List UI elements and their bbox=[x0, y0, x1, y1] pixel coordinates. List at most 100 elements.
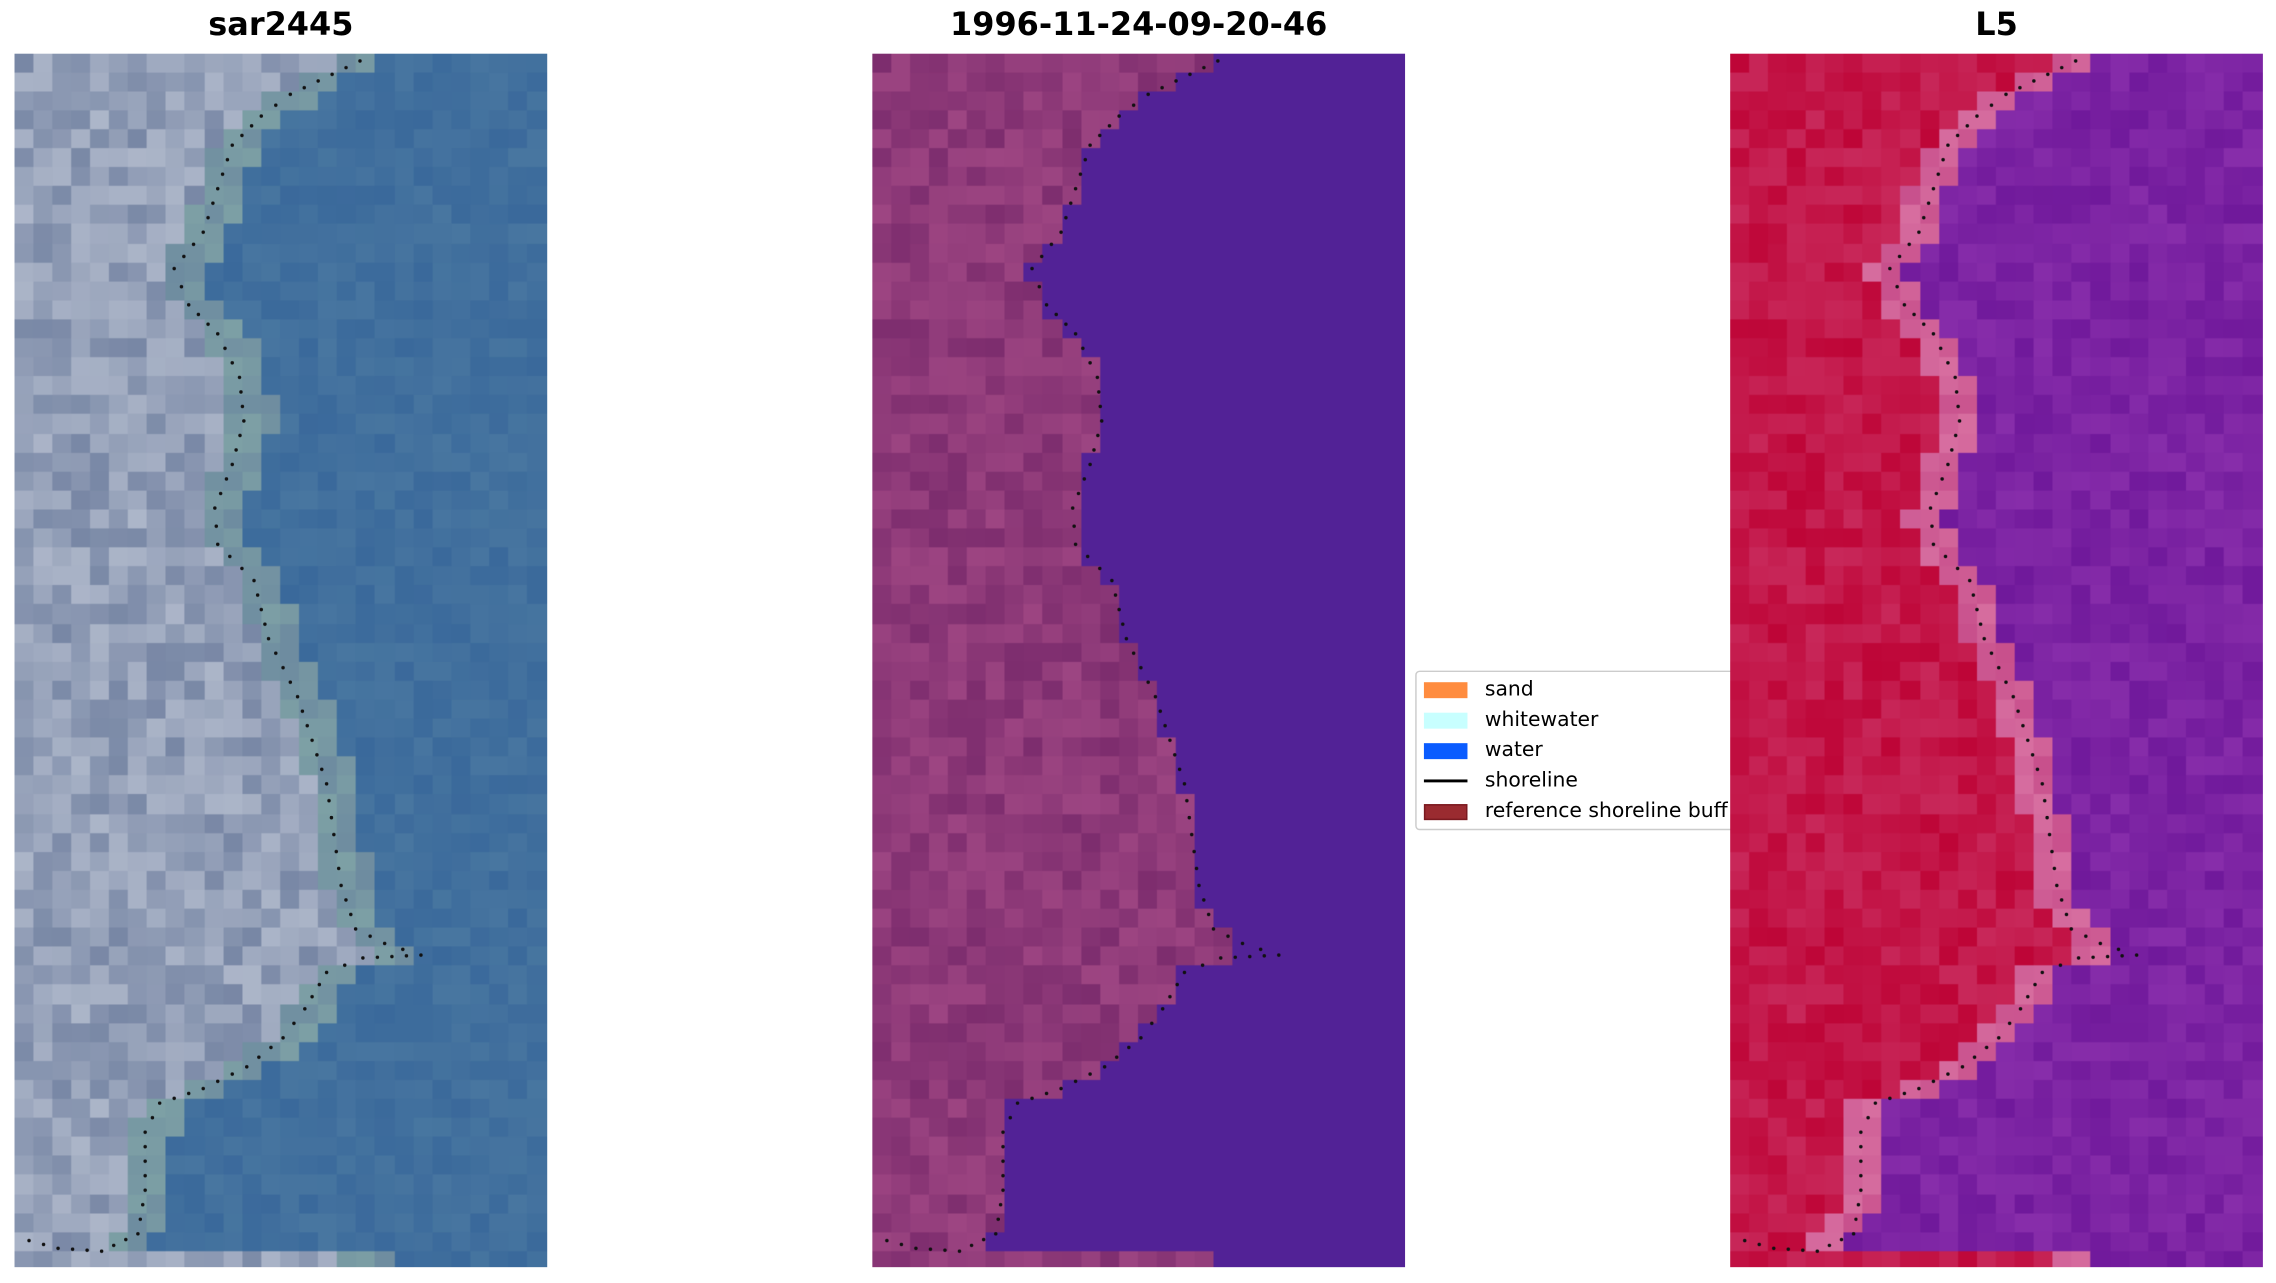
shoreline-point bbox=[1859, 1130, 1863, 1134]
shoreline-point bbox=[1902, 1091, 1907, 1096]
shoreline-point bbox=[1931, 542, 1936, 547]
shoreline-point bbox=[2046, 72, 2050, 77]
shoreline-dots bbox=[1742, 59, 2139, 1253]
legend: sand whitewater water shoreline referenc… bbox=[1415, 670, 1767, 831]
shoreline-point bbox=[85, 1248, 89, 1252]
shoreline-point bbox=[1099, 419, 1104, 423]
shoreline-point bbox=[1226, 934, 1230, 938]
shoreline-point bbox=[179, 284, 184, 289]
shoreline-point bbox=[1917, 1086, 1921, 1091]
shoreline-point bbox=[1972, 1055, 1977, 1059]
shoreline-point bbox=[143, 1159, 147, 1163]
shoreline-point bbox=[1044, 1091, 1049, 1096]
shoreline-point bbox=[361, 956, 365, 960]
shoreline-point bbox=[1946, 361, 1950, 365]
shoreline-point bbox=[2030, 753, 2035, 757]
panel-title-l5: L5 bbox=[1975, 7, 2018, 44]
shoreline-point bbox=[274, 651, 278, 655]
shoreline-point bbox=[1120, 622, 1125, 626]
shoreline-point bbox=[344, 65, 348, 70]
shoreline-point bbox=[230, 1072, 234, 1076]
shoreline-point bbox=[186, 1091, 191, 1096]
shoreline-point bbox=[1954, 390, 1959, 394]
shoreline-point bbox=[2040, 970, 2045, 975]
shoreline-point bbox=[295, 694, 300, 699]
shoreline-point bbox=[1146, 92, 1150, 97]
shoreline-point bbox=[1059, 230, 1063, 234]
shoreline-point bbox=[1827, 1243, 1832, 1248]
shoreline-point bbox=[310, 994, 314, 999]
shoreline-point bbox=[1117, 607, 1121, 612]
shoreline-point bbox=[1001, 1144, 1005, 1149]
shoreline-point bbox=[1851, 1232, 1856, 1236]
shoreline-point bbox=[1102, 1065, 1107, 1069]
shoreline-point bbox=[1085, 554, 1090, 559]
shoreline-point bbox=[2040, 782, 2045, 786]
shoreline-point bbox=[2064, 912, 2069, 917]
shoreline-point bbox=[957, 1249, 962, 1253]
shoreline-point bbox=[1931, 186, 1936, 191]
shoreline-point bbox=[240, 133, 244, 138]
shoreline-point bbox=[1956, 404, 1960, 409]
shoreline-point bbox=[1950, 448, 1954, 452]
shoreline-point bbox=[1030, 266, 1034, 271]
shoreline-point bbox=[281, 1036, 285, 1040]
shoreline-point bbox=[1153, 694, 1158, 699]
shoreline-point bbox=[2059, 65, 2064, 70]
shoreline-point bbox=[1054, 312, 1058, 317]
shoreline-point bbox=[1912, 312, 1916, 317]
shoreline-point bbox=[1078, 172, 1083, 176]
shoreline-point bbox=[249, 124, 254, 128]
shoreline-point bbox=[2021, 724, 2025, 728]
shoreline-point bbox=[257, 1055, 261, 1059]
shoreline-point bbox=[215, 332, 220, 336]
shoreline-point bbox=[1174, 79, 1178, 83]
shoreline-point bbox=[996, 1217, 1000, 1222]
shoreline-point bbox=[1064, 322, 1068, 326]
shoreline-point bbox=[1262, 954, 1266, 958]
shoreline-point bbox=[274, 103, 278, 107]
shoreline-point bbox=[1037, 284, 1042, 289]
shoreline-point bbox=[1996, 1036, 2001, 1040]
shoreline-point bbox=[1926, 201, 1931, 205]
shoreline-point bbox=[1771, 1246, 1776, 1251]
shoreline-point bbox=[1965, 124, 1970, 128]
shoreline-point bbox=[1113, 593, 1118, 597]
classified-image-panel bbox=[872, 53, 1406, 1268]
shoreline-point bbox=[993, 1232, 998, 1236]
shoreline-point bbox=[1177, 767, 1182, 772]
shoreline-point bbox=[1072, 524, 1076, 528]
shoreline-point bbox=[1081, 346, 1085, 351]
shoreline-point bbox=[136, 1232, 140, 1236]
shoreline-point bbox=[302, 85, 306, 90]
shoreline-point bbox=[390, 954, 394, 959]
shoreline-point bbox=[332, 832, 336, 837]
whitewater-swatch bbox=[1423, 711, 1468, 728]
shoreline-point bbox=[1907, 242, 1911, 247]
shoreline-point bbox=[1030, 1096, 1034, 1101]
shoreline-point bbox=[885, 1238, 889, 1243]
shoreline-point bbox=[1168, 994, 1172, 999]
shoreline-point bbox=[1163, 724, 1167, 728]
shoreline-point bbox=[342, 963, 347, 967]
shoreline-point bbox=[228, 554, 232, 559]
shoreline-point bbox=[349, 912, 353, 917]
shoreline-point bbox=[914, 1246, 918, 1251]
shoreline-point bbox=[1938, 346, 1943, 351]
shoreline-point bbox=[1088, 462, 1092, 467]
shoreline-point bbox=[1856, 1203, 1861, 1207]
shoreline-point bbox=[214, 524, 219, 528]
shoreline-point bbox=[1197, 883, 1201, 888]
shoreline-point bbox=[1953, 375, 1957, 380]
shoreline-point bbox=[2018, 1007, 2023, 1011]
shoreline-point bbox=[1902, 303, 1907, 307]
shoreline-point bbox=[140, 1203, 145, 1207]
shoreline-point bbox=[2042, 799, 2047, 803]
shoreline-point bbox=[2058, 963, 2063, 967]
shoreline-point bbox=[1211, 927, 1216, 931]
shoreline-point bbox=[1989, 651, 1994, 655]
shoreline-point bbox=[1982, 636, 1986, 641]
water-swatch bbox=[1423, 742, 1468, 759]
shoreline-point bbox=[1946, 143, 1950, 147]
